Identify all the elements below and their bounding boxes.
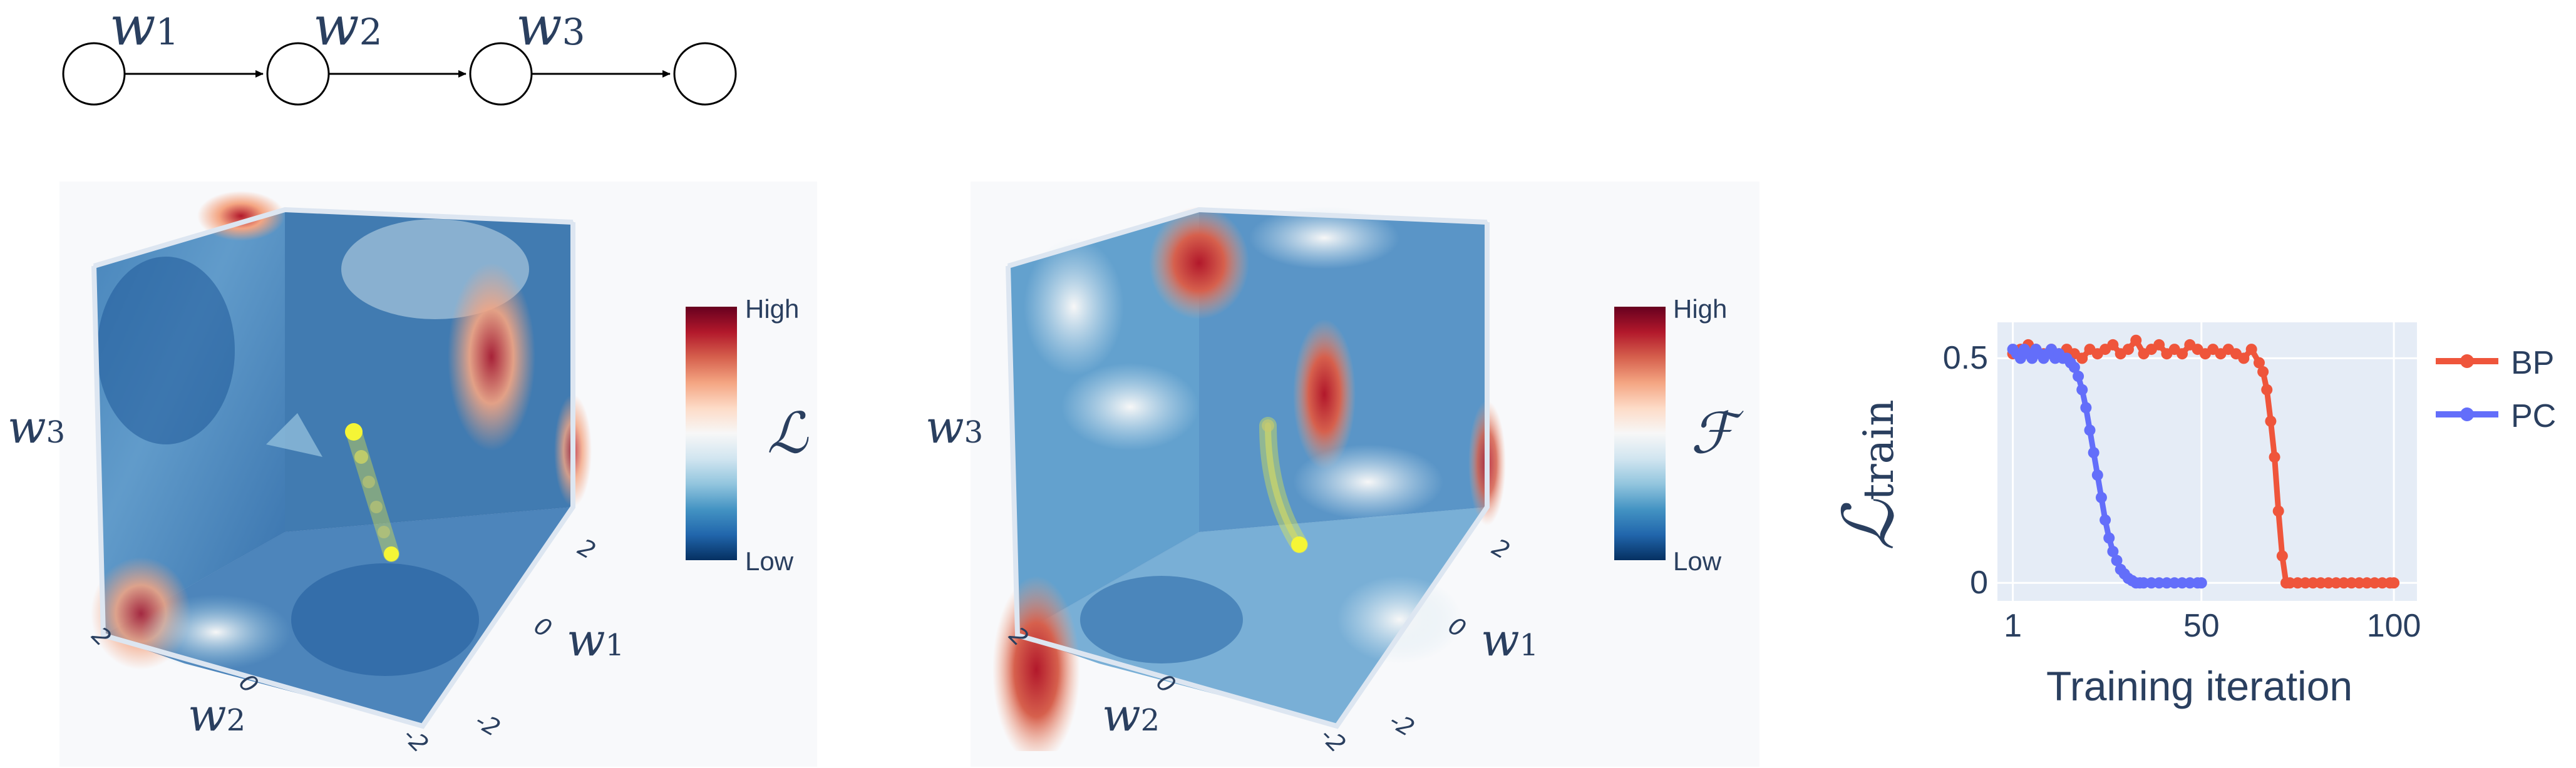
panel2-axis-w3: w3 xyxy=(925,401,984,453)
data-point-bp xyxy=(2130,334,2142,346)
data-point-pc xyxy=(2111,555,2123,566)
data-point-bp xyxy=(2276,550,2288,562)
x-tick-label: 1 xyxy=(2004,608,2022,644)
node-3 xyxy=(673,42,737,106)
colorbar-loss xyxy=(686,307,737,560)
data-point-pc xyxy=(2107,546,2119,558)
train-loss-ylabel-sub: train xyxy=(1855,399,1903,501)
data-point-bp xyxy=(2122,344,2134,356)
data-point-pc xyxy=(2088,447,2099,459)
data-point-bp xyxy=(2245,344,2257,356)
data-point-bp xyxy=(2272,505,2284,517)
data-point-pc xyxy=(2195,577,2207,589)
colorbar-energy-high: High xyxy=(1673,294,1728,324)
panel1-axis-w2: w2 xyxy=(188,689,246,741)
data-point-bp xyxy=(2153,339,2165,351)
panel1-axis-w1: w1 xyxy=(567,613,625,666)
legend-bp-label: BP xyxy=(2511,345,2555,381)
y-tick-label: 0.5 xyxy=(1942,340,1988,377)
data-point-bp xyxy=(2177,348,2188,360)
colorbar-energy xyxy=(1614,307,1666,560)
plot-area xyxy=(1997,322,2417,601)
y-tick-label: 0 xyxy=(1970,565,1988,602)
data-point-pc xyxy=(2099,514,2111,526)
weight-label-w3: w3 xyxy=(516,0,585,58)
data-point-pc xyxy=(2103,532,2115,544)
loss-landscape-cube xyxy=(91,191,592,729)
data-point-bp xyxy=(2238,352,2250,364)
legend-pc-label: PC xyxy=(2511,398,2557,434)
colorbar-energy-symbol: ℱ xyxy=(1691,401,1735,466)
legend: BP PC xyxy=(2433,344,2558,444)
data-point-bp xyxy=(2388,577,2400,589)
train-loss-ylabel-symbol: ℒ xyxy=(1828,500,1910,551)
panel2-axis-w1: w1 xyxy=(1481,613,1539,666)
colorbar-loss-symbol: ℒ xyxy=(767,401,808,466)
colorbar-loss-high: High xyxy=(745,294,800,324)
colorbar-energy-low: Low xyxy=(1673,546,1722,576)
x-tick-label: 50 xyxy=(2183,608,2220,644)
energy-landscape-cube xyxy=(992,207,1506,751)
colorbar-loss-low: Low xyxy=(745,546,794,576)
data-point-bp xyxy=(2107,339,2119,351)
data-point-bp xyxy=(2269,451,2280,463)
legend-pc-swatch xyxy=(2436,407,2498,421)
train-loss-ylabel: ℒtrain xyxy=(1828,351,1916,551)
data-point-bp xyxy=(2253,357,2265,369)
node-2 xyxy=(469,42,533,106)
data-point-bp xyxy=(2257,366,2269,377)
legend-bp-swatch xyxy=(2436,354,2498,368)
data-point-bp xyxy=(2261,384,2273,396)
data-point-pc xyxy=(2080,402,2092,414)
data-point-pc xyxy=(2084,424,2096,436)
node-0 xyxy=(62,42,126,106)
train-loss-xlabel: Training iteration xyxy=(2046,663,2353,709)
data-point-pc xyxy=(2095,491,2107,503)
data-point-pc xyxy=(2076,384,2088,396)
data-point-bp xyxy=(2076,352,2088,364)
data-point-bp xyxy=(2265,415,2277,427)
weight-label-w1: w1 xyxy=(110,0,179,58)
data-point-pc xyxy=(2068,361,2080,373)
network-diagram xyxy=(62,42,737,106)
train-loss-chart xyxy=(1997,322,2417,601)
x-tick-label: 100 xyxy=(2366,608,2421,644)
series-bp xyxy=(2007,334,2400,589)
series-pc xyxy=(2007,344,2207,589)
weight-label-w2: w2 xyxy=(313,0,383,58)
data-point-pc xyxy=(2091,469,2103,481)
panel1-axis-w3: w3 xyxy=(8,401,66,453)
panel2-axis-w2: w2 xyxy=(1102,689,1160,741)
node-1 xyxy=(266,42,330,106)
data-point-pc xyxy=(2073,371,2084,382)
